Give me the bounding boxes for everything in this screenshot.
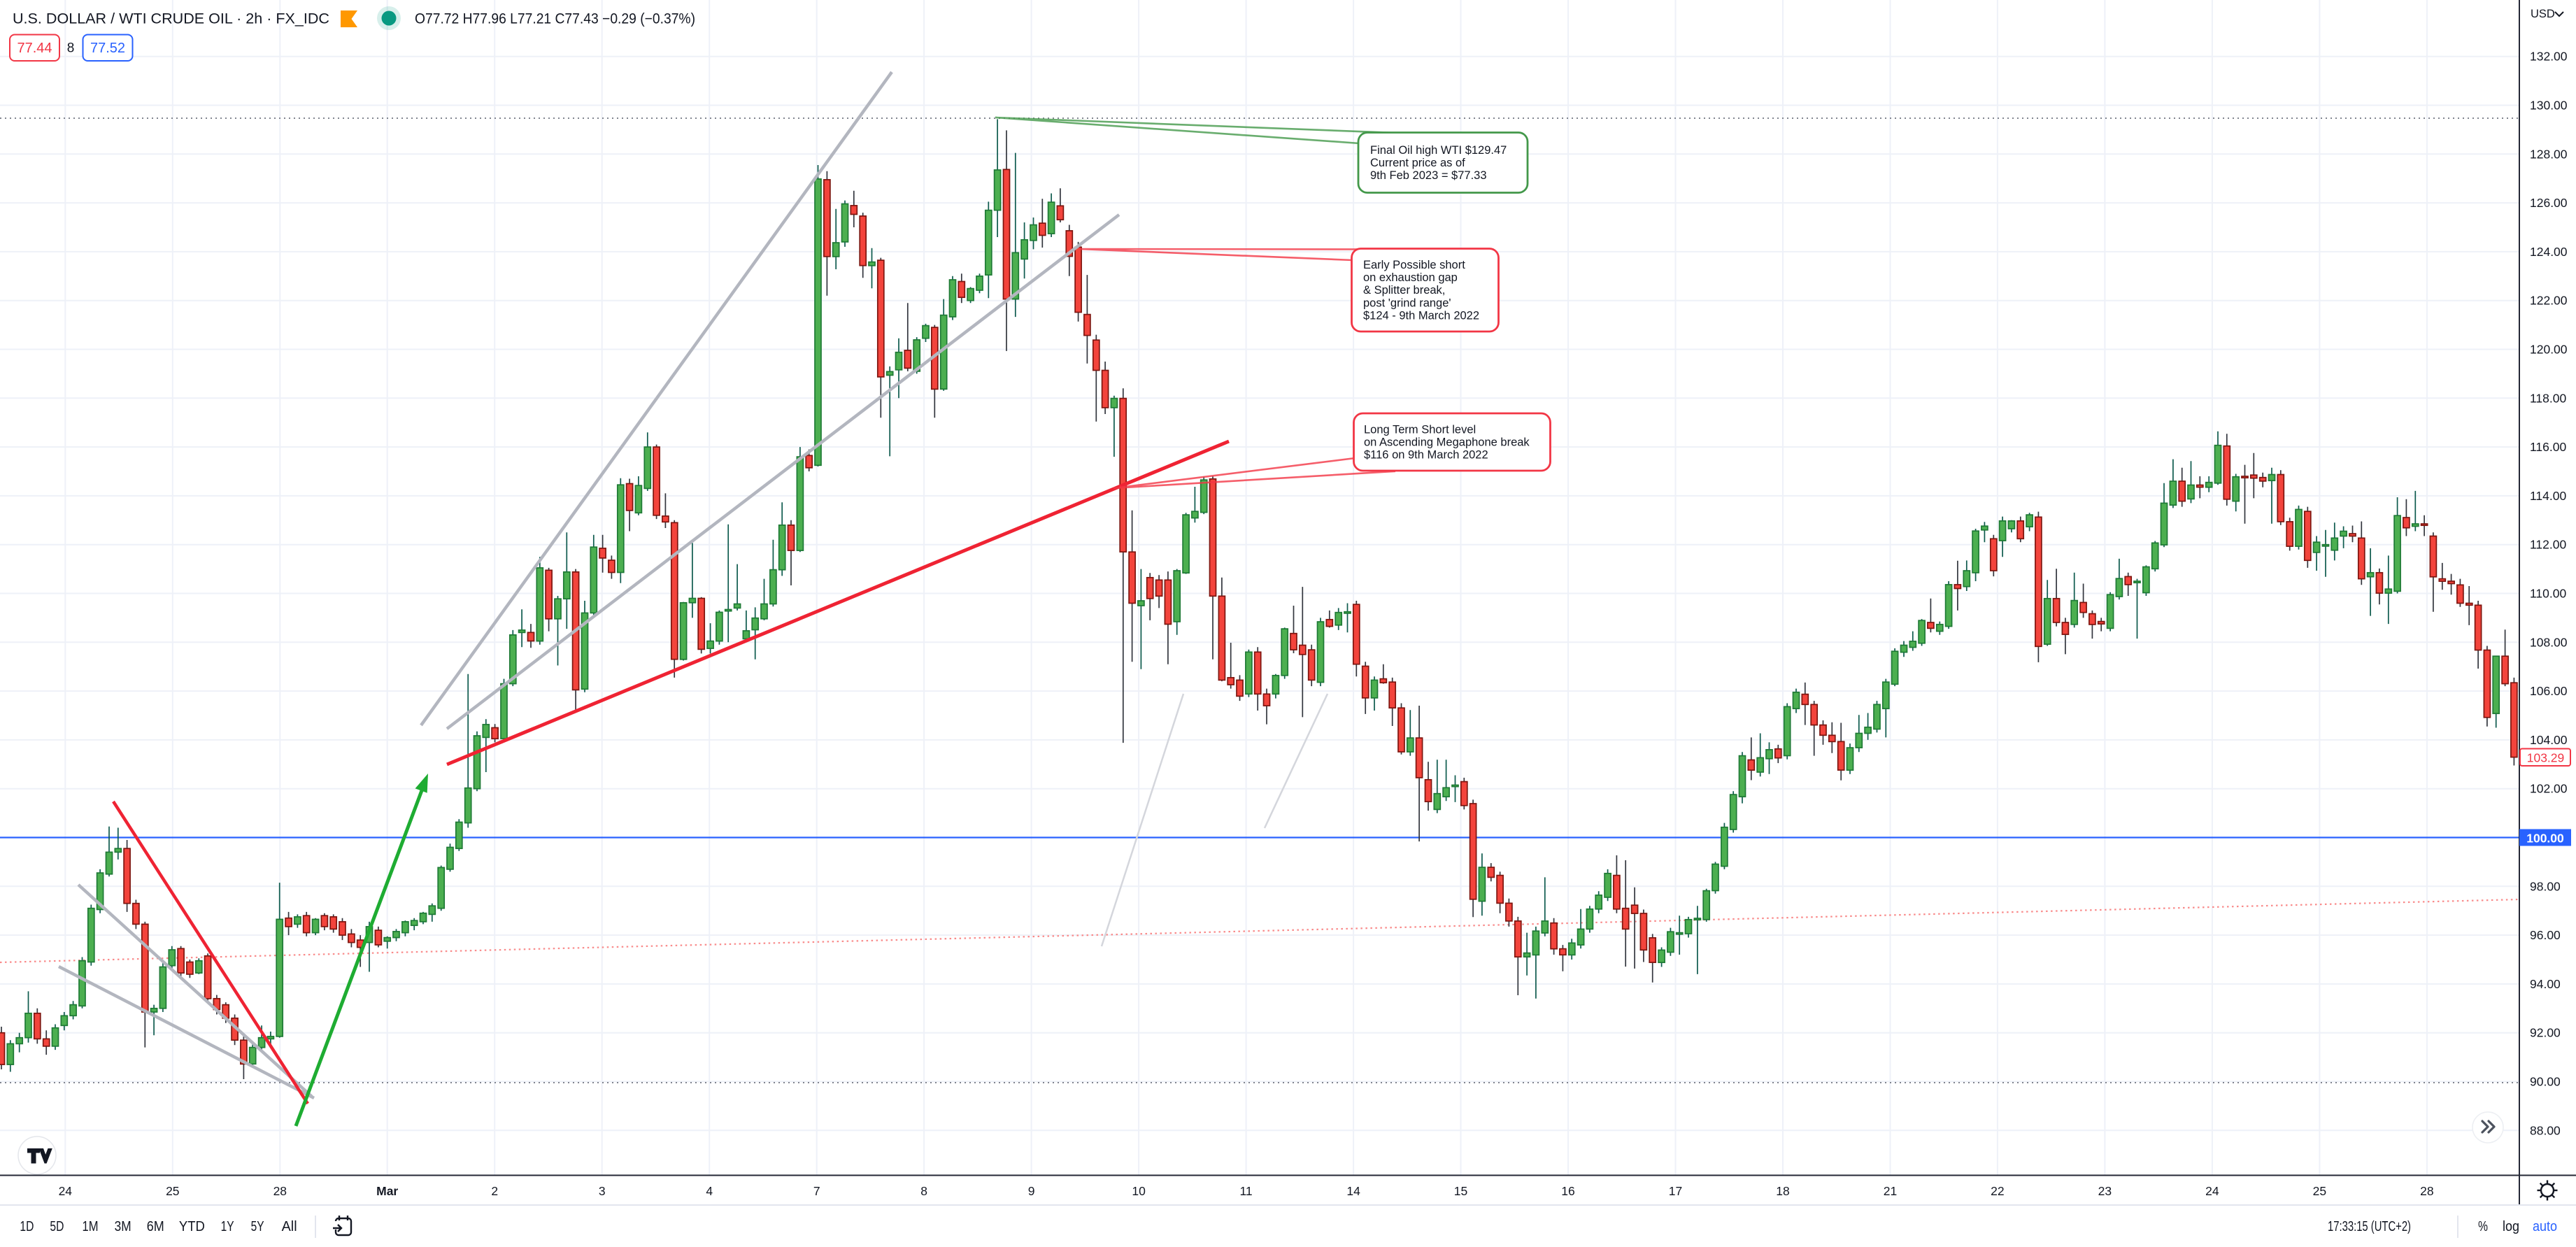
svg-text:5D: 5D (50, 1219, 64, 1234)
svg-text:on Ascending Megaphone break: on Ascending Megaphone break (1364, 436, 1530, 449)
svg-text:18: 18 (1776, 1184, 1789, 1198)
svg-text:90.00: 90.00 (2530, 1075, 2561, 1089)
svg-text:28: 28 (273, 1184, 287, 1198)
svg-text:124.00: 124.00 (2530, 245, 2568, 259)
svg-text:25: 25 (166, 1184, 179, 1198)
svg-text:YTD: YTD (179, 1219, 205, 1234)
svg-text:15: 15 (1454, 1184, 1467, 1198)
svg-text:126.00: 126.00 (2530, 196, 2568, 210)
svg-text:17: 17 (1669, 1184, 1682, 1198)
svg-text:77.44: 77.44 (17, 41, 52, 56)
svg-text:8: 8 (67, 41, 75, 56)
svg-text:130.00: 130.00 (2530, 99, 2568, 113)
svg-text:Final Oil high WTI $129.47: Final Oil high WTI $129.47 (1370, 144, 1507, 157)
svg-text:All: All (282, 1219, 297, 1234)
svg-text:77.52: 77.52 (90, 41, 125, 56)
svg-text:22: 22 (1991, 1184, 2004, 1198)
svg-text:128.00: 128.00 (2530, 147, 2568, 161)
svg-text:3: 3 (599, 1184, 606, 1198)
svg-text:88.00: 88.00 (2530, 1123, 2561, 1137)
svg-text:U.S. DOLLAR / WTI CRUDE OIL ·: U.S. DOLLAR / WTI CRUDE OIL · 2h · FX_ID… (13, 11, 329, 27)
svg-text:1M: 1M (83, 1219, 99, 1234)
svg-text:10: 10 (1132, 1184, 1146, 1198)
svg-text:96.00: 96.00 (2530, 928, 2561, 942)
svg-text:1Y: 1Y (221, 1219, 234, 1234)
svg-text:& Splitter break,: & Splitter break, (1363, 284, 1445, 297)
svg-text:103.29: 103.29 (2527, 751, 2565, 765)
svg-text:$116 on 9th March 2022: $116 on 9th March 2022 (1364, 449, 1488, 462)
svg-text:104.00: 104.00 (2530, 733, 2568, 747)
svg-text:132.00: 132.00 (2530, 50, 2568, 64)
svg-text:6M: 6M (147, 1219, 164, 1234)
svg-text:14: 14 (1346, 1184, 1360, 1198)
svg-text:Early Possible short: Early Possible short (1363, 259, 1465, 271)
svg-text:24: 24 (2205, 1184, 2219, 1198)
svg-text:9: 9 (1028, 1184, 1035, 1198)
svg-text:94.00: 94.00 (2530, 977, 2561, 991)
svg-text:3M: 3M (115, 1219, 131, 1234)
svg-text:24: 24 (59, 1184, 73, 1198)
svg-text:17:33:15 (UTC+2): 17:33:15 (UTC+2) (2328, 1219, 2411, 1234)
svg-text:25: 25 (2313, 1184, 2326, 1198)
svg-text:21: 21 (1884, 1184, 1897, 1198)
svg-text:auto: auto (2533, 1219, 2557, 1234)
svg-text:$124 - 9th March 2022: $124 - 9th March 2022 (1363, 309, 1479, 322)
svg-text:108.00: 108.00 (2530, 635, 2568, 649)
svg-text:4: 4 (706, 1184, 713, 1198)
svg-text:122.00: 122.00 (2530, 294, 2568, 308)
svg-text:O77.72 H77.96 L77.21 C77.43 −0: O77.72 H77.96 L77.21 C77.43 −0.29 (−0.37… (415, 11, 695, 27)
svg-text:28: 28 (2420, 1184, 2433, 1198)
svg-text:7: 7 (813, 1184, 820, 1198)
svg-text:106.00: 106.00 (2530, 684, 2568, 698)
svg-text:post 'grind range': post 'grind range' (1363, 297, 1451, 309)
svg-text:%: % (2478, 1219, 2488, 1234)
svg-text:23: 23 (2098, 1184, 2112, 1198)
svg-text:116.00: 116.00 (2530, 440, 2566, 454)
svg-text:114.00: 114.00 (2530, 489, 2566, 503)
svg-text:Mar: Mar (376, 1184, 398, 1198)
svg-text:98.00: 98.00 (2530, 879, 2561, 893)
svg-text:16: 16 (1561, 1184, 1574, 1198)
svg-text:Current price as of: Current price as of (1370, 157, 1465, 169)
svg-text:9th Feb 2023 = $77.33: 9th Feb 2023 = $77.33 (1370, 169, 1487, 182)
svg-text:Long Term Short level: Long Term Short level (1364, 423, 1476, 436)
svg-text:2: 2 (491, 1184, 498, 1198)
svg-text:on exhaustion gap: on exhaustion gap (1363, 271, 1458, 284)
svg-text:102.00: 102.00 (2530, 782, 2568, 796)
svg-text:100.00: 100.00 (2526, 832, 2564, 846)
svg-text:110.00: 110.00 (2530, 587, 2566, 601)
svg-text:118.00: 118.00 (2530, 391, 2566, 405)
svg-text:1D: 1D (20, 1219, 34, 1234)
svg-text:92.00: 92.00 (2530, 1026, 2561, 1040)
svg-text:log: log (2503, 1219, 2519, 1234)
svg-text:120.00: 120.00 (2530, 343, 2568, 357)
svg-text:USD: USD (2531, 8, 2555, 20)
svg-text:5Y: 5Y (251, 1219, 264, 1234)
svg-text:11: 11 (1240, 1184, 1253, 1198)
svg-text:8: 8 (920, 1184, 927, 1198)
svg-text:112.00: 112.00 (2530, 538, 2566, 552)
